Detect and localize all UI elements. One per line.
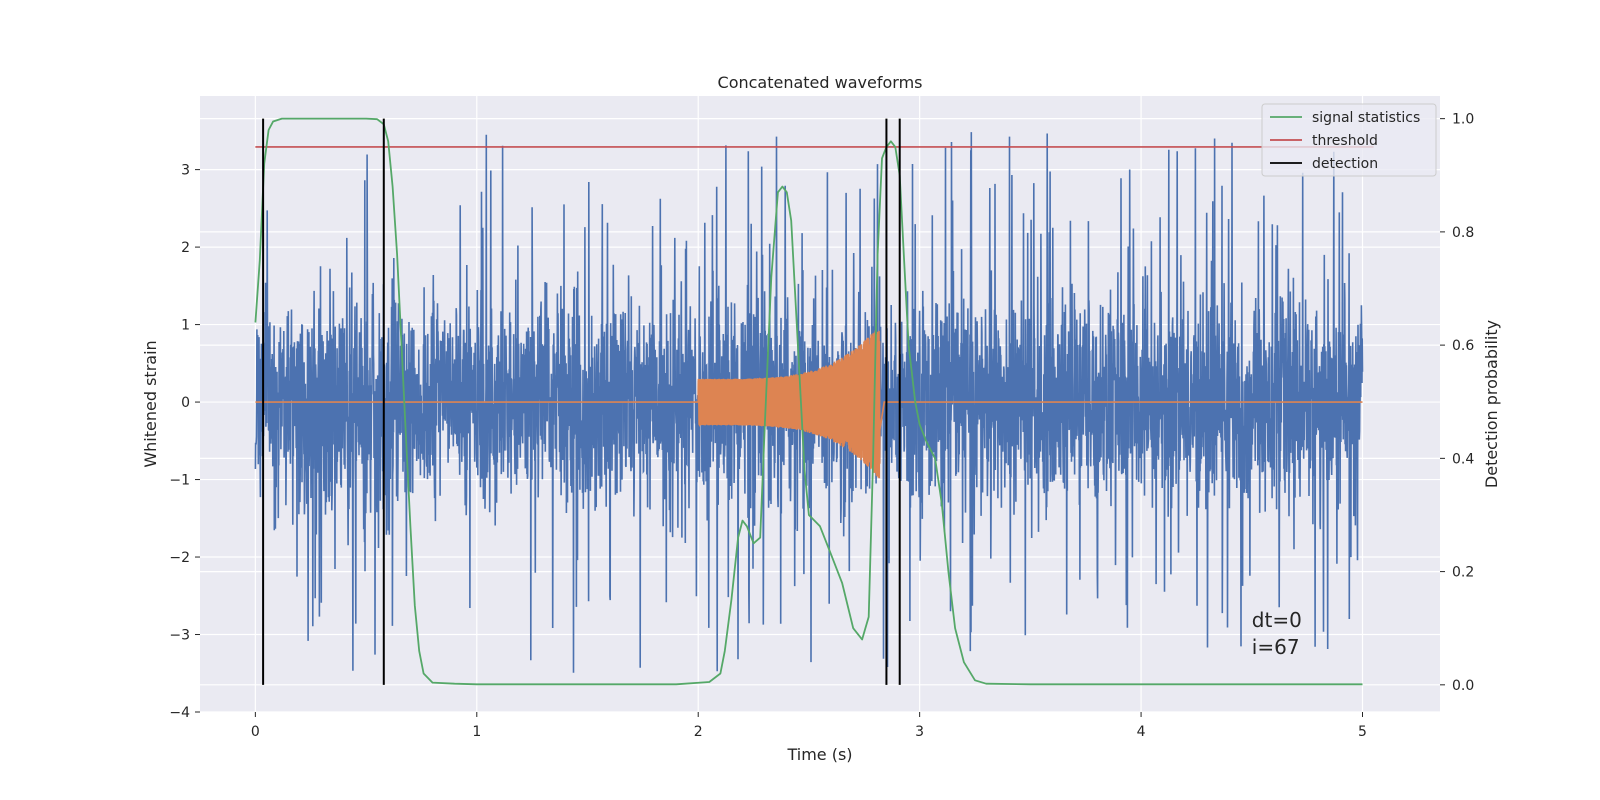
legend-label-signal-statistics: signal statistics (1312, 110, 1420, 126)
legend-label-threshold: threshold (1312, 133, 1378, 149)
y2-tick-label: 0.4 (1452, 451, 1474, 467)
x-tick-label: 0 (251, 724, 260, 740)
y2-tick-label: 0.0 (1452, 678, 1474, 694)
x-tick-label: 3 (915, 724, 924, 740)
y2-tick-label: 1.0 (1452, 112, 1474, 128)
annotation-i: i=67 (1252, 635, 1300, 659)
y2-tick-label: 0.2 (1452, 565, 1474, 581)
signal-statistics-series (254, 117, 1363, 686)
y-tick-label: −3 (169, 628, 190, 644)
y2-axis-title: Detection probability (1482, 320, 1501, 488)
legend: signal statistics threshold detection (1261, 103, 1437, 177)
x-tick-label: 1 (472, 724, 481, 740)
y-tick-label: 0 (181, 395, 190, 411)
y-axis-title: Whitened strain (141, 340, 160, 467)
y-tick-label: 1 (181, 318, 190, 334)
axes: 0 1 2 3 4 5 −4 −3 −2 −1 0 1 2 3 0.0 0.2 0.4 0.6 0.8 1.0 (169, 112, 1474, 740)
y-tick-label: 2 (181, 240, 190, 256)
annotations: dt=0 i=67 (1252, 608, 1302, 659)
y2-tick-label: 0.8 (1452, 225, 1474, 241)
x-tick-label: 5 (1358, 724, 1367, 740)
y-tick-label: −4 (169, 705, 190, 721)
y-tick-label: −1 (169, 473, 190, 489)
y2-tick-label: 0.6 (1452, 338, 1474, 354)
injected-waveform-series (255, 330, 1363, 479)
y-tick-label: −2 (169, 550, 190, 566)
y-tick-label: 3 (181, 163, 190, 179)
plot-lines (254, 117, 1374, 686)
x-axis-title: Time (s) (786, 745, 852, 764)
legend-box (1261, 103, 1437, 177)
x-tick-label: 4 (1137, 724, 1146, 740)
legend-label-detection: detection (1312, 156, 1378, 172)
chart-title: Concatenated waveforms (718, 73, 923, 92)
x-tick-label: 2 (694, 724, 703, 740)
strain-noise-series (254, 132, 1364, 673)
annotation-dt: dt=0 (1252, 608, 1302, 632)
